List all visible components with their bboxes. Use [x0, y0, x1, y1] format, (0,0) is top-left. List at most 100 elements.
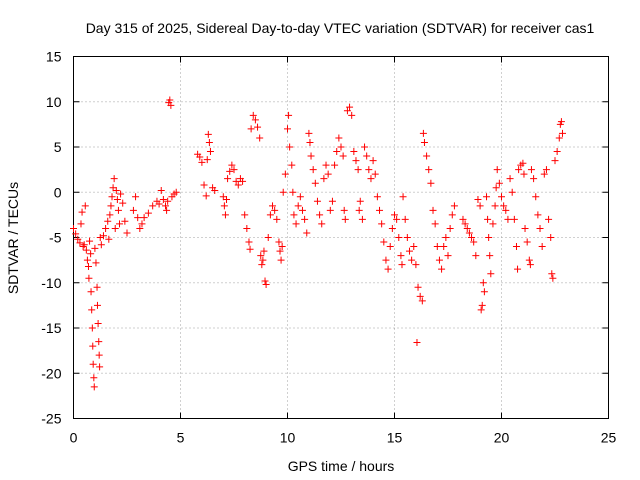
data-point-marker [140, 214, 148, 222]
data-point-marker [388, 224, 396, 232]
data-point-marker [498, 193, 505, 201]
data-point-marker [371, 170, 379, 178]
data-point-marker [108, 193, 116, 201]
data-point-marker [480, 288, 488, 296]
gridlines [73, 56, 609, 419]
data-point-marker [95, 351, 103, 359]
data-point-marker [288, 161, 296, 169]
y-tick-label: -25 [41, 411, 61, 427]
data-point-marker [232, 177, 240, 185]
data-point-marker [320, 175, 328, 183]
data-point-marker [542, 166, 550, 174]
data-point-marker [129, 206, 137, 214]
data-point-marker [339, 152, 347, 160]
data-point-marker [433, 243, 441, 251]
data-point-marker [358, 215, 366, 223]
y-axis-label: SDTVAR / TECUs [5, 182, 21, 294]
data-point-marker [416, 292, 424, 300]
data-point-marker [435, 256, 443, 264]
data-point-marker [399, 193, 407, 201]
data-point-marker [163, 206, 171, 214]
plot-frame [73, 56, 609, 419]
data-point-marker [429, 206, 437, 214]
data-point-marker [483, 193, 491, 201]
data-point-marker [438, 265, 446, 273]
data-point-marker [532, 193, 540, 201]
y-tick-label: -10 [41, 275, 61, 291]
data-point-marker [301, 215, 309, 223]
data-point-marker [83, 256, 91, 264]
data-point-marker [89, 342, 97, 350]
data-point-marker [82, 246, 90, 254]
data-point-marker [425, 166, 433, 174]
data-point-marker [558, 129, 566, 137]
data-point-marker [361, 143, 369, 151]
data-point-marker [355, 206, 363, 214]
data-point-marker [369, 157, 377, 165]
data-point-marker [134, 214, 142, 222]
data-point-marker [102, 224, 110, 232]
data-point-marker [534, 211, 542, 219]
y-tick-label: 5 [54, 139, 62, 155]
data-point-marker [264, 234, 272, 241]
data-point-marker [504, 215, 512, 223]
data-point-marker [405, 247, 413, 255]
data-point-marker [87, 250, 95, 258]
data-point-marker [246, 245, 254, 253]
data-point-marker [70, 224, 77, 232]
data-point-marker [110, 175, 118, 183]
data-point-marker [530, 175, 538, 183]
data-point-marker [164, 197, 172, 205]
data-point-marker [243, 224, 251, 232]
data-point-marker [258, 261, 266, 269]
data-point-marker [292, 220, 300, 228]
data-point-marker [486, 252, 494, 260]
data-point-marker [289, 188, 297, 196]
data-point-marker [463, 224, 471, 232]
data-point-marker [491, 202, 499, 210]
data-point-marker [157, 186, 165, 194]
data-point-marker [234, 181, 242, 189]
data-point-marker [155, 200, 163, 208]
data-point-marker [331, 161, 339, 169]
data-point-marker [398, 261, 406, 269]
data-point-marker [495, 179, 503, 187]
data-point-marker [476, 202, 484, 210]
data-point-marker [313, 197, 321, 205]
data-point-marker [324, 170, 332, 178]
data-point-marker [77, 220, 85, 228]
data-point-marker [85, 274, 93, 282]
data-point-marker [352, 157, 360, 165]
data-point-marker [468, 234, 476, 241]
data-point-marker [245, 238, 253, 246]
data-point-marker [318, 220, 326, 228]
data-point-marker [239, 177, 247, 185]
data-point-marker [459, 215, 467, 223]
data-point-marker [393, 215, 401, 223]
data-point-marker [382, 256, 390, 264]
data-point-marker [547, 234, 555, 241]
data-point-marker [548, 270, 556, 278]
data-point-marker [74, 235, 82, 243]
data-point-marker [247, 125, 255, 133]
data-point-marker [485, 234, 493, 241]
data-point-marker [260, 247, 268, 255]
data-point-marker [479, 279, 487, 287]
data-point-marker [93, 283, 101, 291]
data-point-marker [326, 206, 334, 214]
data-point-marker [203, 156, 211, 164]
data-point-marker [378, 220, 386, 228]
x-axis-label: GPS time / hours [288, 458, 395, 474]
y-tick-label: 10 [46, 94, 62, 110]
data-point-marker [167, 101, 175, 109]
x-tick-label: 5 [177, 430, 185, 446]
data-point-marker [88, 306, 96, 314]
data-point-marker [111, 224, 119, 232]
data-point-marker [413, 338, 421, 346]
data-point-marker [303, 229, 311, 237]
data-point-marker [337, 143, 345, 151]
data-point-marker [284, 125, 291, 133]
data-point-marker [104, 217, 112, 225]
data-point-marker [277, 256, 285, 264]
data-point-marker [228, 161, 236, 169]
